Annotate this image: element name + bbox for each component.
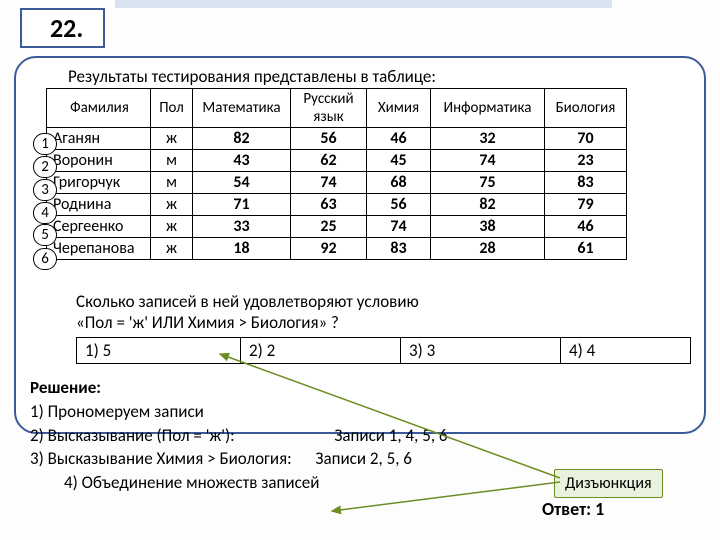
table-cell: 62 [291, 150, 367, 172]
table-cell: Сергеенко [47, 216, 151, 238]
question-line1: Сколько записей в ней удовлетворяют усло… [76, 291, 419, 312]
table-cell: 74 [431, 150, 545, 172]
question-text: Сколько записей в ней удовлетворяют усло… [76, 291, 419, 334]
sol-l2b: Записи 1, 4, 5, 6 [334, 425, 447, 446]
table-row: Воронинм4362457423 [47, 150, 627, 172]
table-cell: 32 [431, 128, 545, 150]
option: 4) 4 [561, 338, 691, 364]
sol-l3b: Записи 2, 5, 6 [315, 448, 411, 469]
table-cell: Роднина [47, 194, 151, 216]
table-cell: 79 [545, 194, 627, 216]
col-header: Биология [545, 89, 627, 128]
table-cell: 38 [431, 216, 545, 238]
row-badge: 1 [33, 133, 57, 155]
table-cell: 83 [367, 238, 431, 260]
table-cell: 46 [367, 128, 431, 150]
solution-block: Решение: 1) Прономеруем записи 2) Высказ… [30, 376, 448, 495]
table-cell: 25 [291, 216, 367, 238]
table-cell: 61 [545, 238, 627, 260]
table-cell: Григорчук [47, 172, 151, 194]
table-row: Черепановаж1892832861 [47, 238, 627, 260]
table-cell: 82 [193, 128, 291, 150]
results-table: ФамилияПолМатематикаРусскийязыкХимияИнфо… [46, 88, 627, 260]
table-cell: 68 [367, 172, 431, 194]
table-row: Сергеенкож3325743846 [47, 216, 627, 238]
table-cell: 74 [291, 172, 367, 194]
sol-l2a: 2) Высказывание (Пол = 'ж'): [30, 425, 235, 446]
answer-label: Ответ: 1 [542, 498, 604, 520]
table-cell: Воронин [47, 150, 151, 172]
table-cell: 43 [193, 150, 291, 172]
table-cell: 23 [545, 150, 627, 172]
table-cell: 56 [291, 128, 367, 150]
row-badge: 4 [33, 202, 57, 224]
table-cell: 54 [193, 172, 291, 194]
row-badge: 2 [33, 156, 57, 178]
table-row: Аганянж8256463270 [47, 128, 627, 150]
table-cell: ж [151, 216, 193, 238]
table-cell: 56 [367, 194, 431, 216]
col-header: Пол [151, 89, 193, 128]
question-line2: «Пол = 'ж' ИЛИ Химия > Биология» ? [76, 312, 419, 333]
row-badge: 3 [33, 179, 57, 201]
table-cell: 63 [291, 194, 367, 216]
row-badge: 6 [33, 248, 57, 270]
table-cell: 82 [431, 194, 545, 216]
table-row: Григорчукм5474687583 [47, 172, 627, 194]
table-cell: 83 [545, 172, 627, 194]
solution-line3: 3) Высказывание Химия > Биология: Записи… [30, 447, 448, 471]
table-cell: ж [151, 238, 193, 260]
col-header: Химия [367, 89, 431, 128]
option: 2) 2 [241, 338, 401, 364]
table-cell: 46 [545, 216, 627, 238]
intro-text: Результаты тестирования представлены в т… [68, 66, 436, 87]
solution-line1: 1) Прономеруем записи [30, 400, 448, 424]
table-cell: 92 [291, 238, 367, 260]
sol-l3a: 3) Высказывание Химия > Биология: [30, 448, 292, 469]
table-cell: ж [151, 128, 193, 150]
solution-line4: 4) Объединение множеств записей [64, 471, 448, 495]
row-badge: 5 [33, 224, 57, 246]
solution-title: Решение: [30, 376, 448, 400]
table-cell: м [151, 172, 193, 194]
table-cell: 33 [193, 216, 291, 238]
top-stripe [0, 0, 720, 8]
table-row: Роднинаж7163568279 [47, 194, 627, 216]
option: 3) 3 [401, 338, 561, 364]
table-cell: 75 [431, 172, 545, 194]
table-cell: 71 [193, 194, 291, 216]
table-cell: 28 [431, 238, 545, 260]
table-cell: Аганян [47, 128, 151, 150]
table-cell: ж [151, 194, 193, 216]
table-cell: 74 [367, 216, 431, 238]
col-header: Математика [193, 89, 291, 128]
table-cell: 70 [545, 128, 627, 150]
table-cell: 18 [193, 238, 291, 260]
col-header: Фамилия [47, 89, 151, 128]
table-cell: м [151, 150, 193, 172]
col-header: Русскийязык [291, 89, 367, 128]
task-number: 22. [20, 8, 105, 48]
table-cell: Черепанова [47, 238, 151, 260]
option: 1) 5 [77, 338, 241, 364]
col-header: Информатика [431, 89, 545, 128]
callout-disjunction: Дизъюнкция [554, 469, 663, 498]
table-cell: 45 [367, 150, 431, 172]
answer-options: 1) 52) 23) 34) 4 [76, 337, 691, 364]
solution-line2: 2) Высказывание (Пол = 'ж'): Записи 1, 4… [30, 424, 448, 448]
